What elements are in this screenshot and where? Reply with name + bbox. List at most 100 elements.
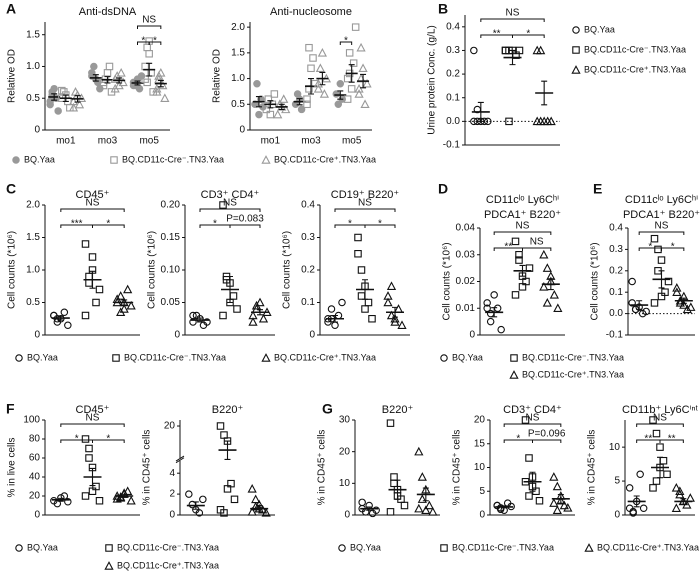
data-point [383,291,393,300]
data-point [247,484,257,493]
sem-bar [332,314,338,323]
y-tick-label: 0.02 [456,276,476,287]
data-point [195,509,204,517]
sem-bar [134,80,141,86]
significance-label: * [378,219,382,230]
data-point [347,85,356,93]
data-point [123,486,133,495]
chart-title: CD19⁺ B220⁺ [331,189,400,201]
data-point [216,422,225,430]
data-point [536,45,546,55]
y-tick-label: 20 [164,421,176,432]
significance-bracket [638,231,685,235]
data-point [671,503,681,512]
legend-label: BQ.CD11c-Cre⁺.TN3.Yaa [117,560,219,570]
axis-break [175,455,185,462]
sem-bar [633,495,640,508]
data-point [58,86,66,95]
data-point [664,277,673,286]
data-point [199,495,207,504]
data-point [357,292,366,300]
data-point [68,102,79,112]
legend-marker [15,354,23,362]
chart-title: B220⁺ [212,404,244,416]
chart-title: CD45⁺ [76,404,110,416]
y-tick-label: 0.2 [301,265,315,276]
y-tick-label: 0.4 [301,200,315,211]
data-point [60,308,69,316]
y-tick-label: 0 [614,510,620,521]
data-point [85,444,93,453]
sem-bar [308,78,314,95]
sem-bar [348,64,355,83]
data-point [116,291,126,300]
sem-bar [146,62,153,77]
sem-bar [62,94,69,102]
data-point [511,237,520,246]
y-axis-label: % in live cells [7,437,18,497]
significance-bracket [659,439,684,443]
y-tick-label: -0.1 [443,140,461,151]
sem-bar [680,498,687,505]
data-point [258,313,269,323]
significance-label: * [526,29,530,40]
data-point [657,256,666,264]
legend-label: BQ.Yaa [584,24,615,34]
data-point [64,497,72,506]
data-point [642,307,650,316]
data-point [116,307,126,316]
legend-label: BQ.CD11c-Cre⁻.TN3.Yaa [522,352,624,362]
data-point [103,69,112,77]
y-tick-label: 0 [239,125,245,136]
data-point [305,43,313,52]
y-tick-label: 0.4 [609,223,623,234]
data-point [338,298,346,307]
data-point [110,83,120,93]
legend-marker [12,156,20,164]
data-point [81,311,90,320]
data-point [386,508,395,516]
data-point [657,292,666,301]
significance-bracket [512,34,545,38]
significance-bracket [148,41,162,45]
chart-title: CD3⁺ CD4⁺ [503,404,562,416]
data-point [223,485,232,493]
sem-bar [92,74,99,82]
legend-marker [572,26,580,34]
data-point [116,67,126,77]
data-point [279,94,289,103]
y-tick-label: 0.1 [301,297,315,308]
significance-label: NS [653,413,667,424]
chart-title: CD11cˡᵒ Ly6Cʰⁱ [486,194,559,206]
data-point [549,290,559,299]
data-point [85,272,93,281]
data-point [490,291,498,299]
data-point [92,298,100,307]
significance-label: NS [142,15,156,26]
y-tick-label: 0.5 [26,93,40,104]
data-point [358,63,368,73]
y-tick-label: 60 [29,453,41,464]
sem-bar [296,98,303,106]
y-tick-label: 2.0 [26,200,40,211]
sem-bar [227,275,233,304]
data-point [54,107,62,115]
y-tick-label: 0.0 [609,308,623,319]
significance-bracket [364,224,396,228]
data-point [360,99,370,109]
data-point [386,310,397,320]
data-point [636,470,644,479]
y-axis-label: % in CD45⁺ cells [452,430,463,506]
data-point [397,320,407,329]
sem-bar [57,497,64,502]
y-tick-label: 0 [34,330,40,341]
y-axis-label: Relative OD [7,49,18,103]
data-point [229,292,238,300]
data-point [556,495,566,505]
data-point [511,291,520,299]
data-point [470,117,478,126]
sem-bar [121,494,128,498]
data-point [652,477,661,485]
x-tick-label: mo5 [139,136,159,147]
panel-letter: E [593,181,602,197]
